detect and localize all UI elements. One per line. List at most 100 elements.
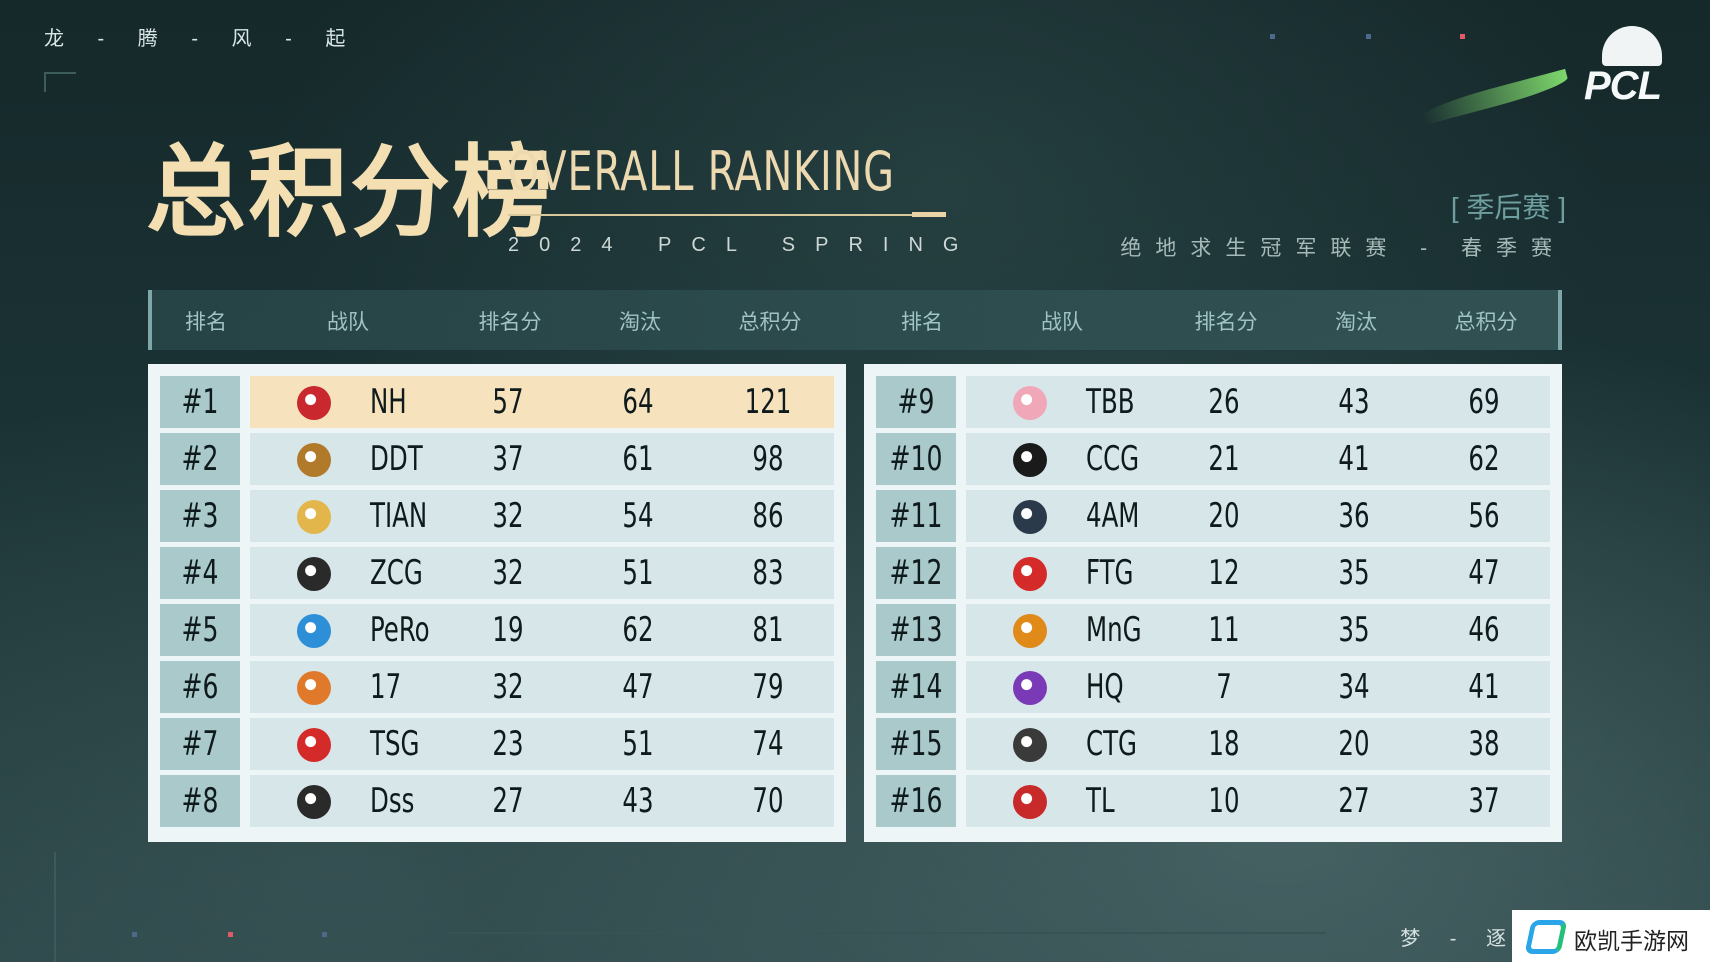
placement-points: 20 — [1208, 496, 1240, 536]
total-points: 74 — [752, 724, 784, 764]
header-rank: 排名 — [901, 311, 943, 334]
left-decoration-line — [54, 852, 56, 962]
team-logo-icon — [1013, 386, 1047, 420]
rank-value: #7 — [181, 724, 219, 764]
decoration-dot — [1460, 34, 1465, 39]
placement-points: 11 — [1208, 610, 1240, 650]
table-row: #4 ZCG 32 51 83 — [160, 547, 834, 599]
placement-points: 18 — [1208, 724, 1240, 764]
team-name: HQ — [1086, 667, 1124, 707]
row-background — [966, 604, 1550, 656]
team-logo-icon — [1013, 557, 1047, 591]
team-name: TL — [1086, 781, 1115, 821]
row-background — [966, 775, 1550, 827]
placement-points: 19 — [492, 610, 524, 650]
row-background — [250, 718, 834, 770]
decoration-dot — [322, 932, 327, 937]
placement-points: 32 — [492, 553, 524, 593]
elimination-points: 27 — [1338, 781, 1370, 821]
season-stage: [ 季后赛 ] — [1450, 192, 1566, 223]
team-name: TBB — [1086, 382, 1135, 422]
watermark-logo-icon — [1524, 920, 1568, 954]
pcl-logo-text: PCL — [1584, 64, 1662, 108]
row-background — [250, 547, 834, 599]
rank-cell — [160, 433, 240, 485]
title-underline — [508, 214, 912, 216]
rank-value: #15 — [889, 724, 943, 764]
decoration-dot — [1270, 34, 1275, 39]
row-background — [966, 718, 1550, 770]
rank-value: #2 — [181, 439, 219, 479]
table-row: #9 TBB 26 43 69 — [876, 376, 1550, 428]
total-points: 98 — [752, 439, 784, 479]
bottom-slogan: 梦 - 逐 — [1400, 928, 1518, 950]
decoration-dot — [1366, 34, 1371, 39]
rank-cell — [876, 661, 956, 713]
team-name: TIAN — [370, 496, 428, 536]
row-background — [966, 547, 1550, 599]
rank-cell — [160, 718, 240, 770]
placement-points: 32 — [492, 496, 524, 536]
ranking-panel-left: #1 NH 57 64 121 #2 DDT 37 61 98 #3 TIAN 32 54 86 #4 ZCG 3… — [148, 364, 846, 842]
total-points: 79 — [752, 667, 784, 707]
watermark-text: 欧凯手游网 — [1574, 928, 1689, 954]
table-row: #8 Dss 27 43 70 — [160, 775, 834, 827]
team-logo-icon — [297, 557, 331, 591]
rank-value: #5 — [181, 610, 219, 650]
team-name: Dss — [370, 781, 415, 821]
page-subtitle: 2024 PCL SPRING — [508, 234, 979, 256]
total-points: 81 — [752, 610, 784, 650]
team-logo-icon — [297, 671, 331, 705]
placement-points: 23 — [492, 724, 524, 764]
ranking-panel-right: #9 TBB 26 43 69 #10 CCG 21 41 62 #11 4AM 20 36 56 #12 FT… — [864, 364, 1562, 842]
row-background — [966, 376, 1550, 428]
rank-value: #16 — [889, 781, 943, 821]
rank-cell — [876, 547, 956, 599]
rank-value: #6 — [181, 667, 219, 707]
elimination-points: 62 — [622, 610, 654, 650]
placement-points: 10 — [1208, 781, 1240, 821]
table-row: #13 MnG 11 35 46 — [876, 604, 1550, 656]
row-background — [966, 433, 1550, 485]
rank-cell — [876, 604, 956, 656]
total-points: 83 — [752, 553, 784, 593]
placement-points: 26 — [1208, 382, 1240, 422]
bottom-decoration-line — [446, 932, 1326, 934]
table-row: #16 TL 10 27 37 — [876, 775, 1550, 827]
total-points: 56 — [1468, 496, 1500, 536]
team-logo-icon — [297, 614, 331, 648]
row-background — [250, 604, 834, 656]
table-header: 排名 战队 排名分 淘汰 总积分 排名 战队 排名分 淘汰 总积分 — [148, 290, 1562, 350]
total-points: 62 — [1468, 439, 1500, 479]
table-row: #7 TSG 23 51 74 — [160, 718, 834, 770]
elimination-points: 41 — [1338, 439, 1370, 479]
rank-cell — [876, 433, 956, 485]
table-row: #10 CCG 21 41 62 — [876, 433, 1550, 485]
header-elims: 淘汰 — [1335, 311, 1377, 334]
team-name: CCG — [1086, 439, 1140, 479]
elimination-points: 43 — [622, 781, 654, 821]
rank-cell — [160, 604, 240, 656]
elimination-points: 34 — [1338, 667, 1370, 707]
total-points: 38 — [1468, 724, 1500, 764]
team-logo-icon — [1013, 500, 1047, 534]
team-name: CTG — [1086, 724, 1137, 764]
team-logo-icon — [1013, 443, 1047, 477]
rank-cell — [160, 376, 240, 428]
placement-points: 27 — [492, 781, 524, 821]
rank-cell — [160, 661, 240, 713]
elimination-points: 35 — [1338, 553, 1370, 593]
placement-points: 57 — [492, 382, 524, 422]
team-logo-icon — [1013, 614, 1047, 648]
table-row: #1 NH 57 64 121 — [160, 376, 834, 428]
placement-points: 37 — [492, 439, 524, 479]
table-row: #5 PeRo 19 62 81 — [160, 604, 834, 656]
team-logo-icon — [297, 386, 331, 420]
team-name: 17 — [370, 667, 402, 707]
team-name: 4AM — [1086, 496, 1140, 536]
team-name: ZCG — [370, 553, 423, 593]
team-logo-icon — [297, 443, 331, 477]
elimination-points: 20 — [1338, 724, 1370, 764]
elimination-points: 64 — [622, 382, 654, 422]
rank-value: #14 — [889, 667, 943, 707]
